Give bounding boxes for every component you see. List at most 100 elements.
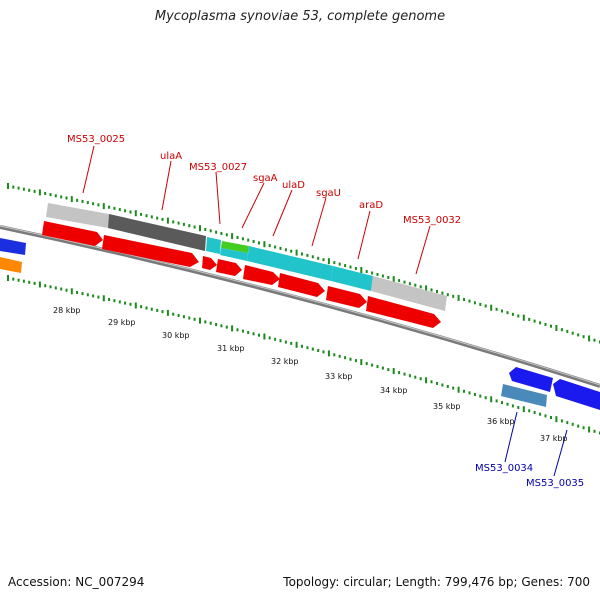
minor-tick xyxy=(12,277,15,281)
minor-tick xyxy=(204,228,207,231)
gene-label-ms53-0034: MS53_0034 xyxy=(475,463,533,474)
minor-tick xyxy=(188,316,191,320)
minor-tick xyxy=(140,305,143,309)
feature-arad xyxy=(371,276,447,311)
minor-tick xyxy=(225,233,228,237)
major-tick xyxy=(70,288,73,295)
minor-tick xyxy=(33,281,36,285)
minor-tick xyxy=(92,202,95,206)
minor-tick xyxy=(172,220,175,224)
minor-tick xyxy=(593,429,596,433)
minor-tick xyxy=(533,319,536,323)
major-tick xyxy=(166,309,169,316)
gene-label-ms53-0027: MS53_0027 xyxy=(189,162,247,173)
minor-tick xyxy=(241,237,244,241)
major-tick xyxy=(263,333,266,340)
feature-ms53-0025 xyxy=(46,203,109,228)
feature-left-blue xyxy=(0,238,26,255)
cds-forward-track xyxy=(42,221,441,328)
minor-tick xyxy=(571,422,574,426)
minor-tick xyxy=(258,241,260,245)
gene-label-ms53-0035: MS53_0035 xyxy=(526,478,584,489)
minor-tick xyxy=(279,246,282,250)
minor-tick xyxy=(333,261,336,265)
minor-tick xyxy=(354,267,357,270)
minor-tick xyxy=(274,245,277,249)
minor-tick xyxy=(387,368,390,372)
genome-backbone-highlight xyxy=(0,225,600,386)
minor-tick xyxy=(533,411,536,414)
minor-tick xyxy=(354,359,357,363)
kbp-label: 34 kbp xyxy=(380,386,408,395)
minor-tick xyxy=(284,248,287,252)
minor-tick xyxy=(333,353,336,357)
minor-tick xyxy=(560,328,563,332)
leader-lines-bottom xyxy=(504,411,568,477)
minor-tick xyxy=(65,288,68,292)
minor-tick xyxy=(81,199,84,203)
minor-tick xyxy=(322,258,325,262)
kbp-label: 28 kbp xyxy=(53,306,81,315)
minor-tick xyxy=(511,312,514,316)
minor-tick xyxy=(463,389,465,393)
minor-tick xyxy=(495,399,498,403)
cds-arrow xyxy=(202,256,217,270)
minor-tick xyxy=(517,314,520,318)
minor-tick xyxy=(322,350,325,354)
minor-tick xyxy=(306,253,309,257)
minor-tick xyxy=(381,366,384,370)
minor-tick xyxy=(479,394,482,398)
minor-tick xyxy=(566,329,569,333)
major-tick xyxy=(327,350,330,357)
minor-tick xyxy=(436,381,438,385)
minor-tick xyxy=(338,262,341,266)
minor-tick xyxy=(252,240,255,243)
cds-arrow-reverse xyxy=(509,367,553,392)
minor-tick xyxy=(44,192,47,195)
minor-tick xyxy=(215,323,218,326)
minor-tick xyxy=(65,196,68,200)
major-tick xyxy=(522,406,525,413)
minor-tick xyxy=(54,286,57,290)
minor-tick xyxy=(414,375,417,379)
minor-tick xyxy=(193,225,196,229)
minor-tick xyxy=(544,414,547,418)
minor-tick xyxy=(430,288,433,292)
minor-tick xyxy=(145,214,148,218)
minor-tick xyxy=(550,416,552,419)
minor-tick xyxy=(452,294,455,298)
minor-tick xyxy=(76,291,79,294)
minor-tick xyxy=(419,377,422,381)
minor-tick xyxy=(252,332,255,336)
major-tick xyxy=(38,281,41,288)
minor-tick xyxy=(408,374,411,378)
kbp-labels: 28 kbp 29 kbp 30 kbp 31 kbp 32 kbp 33 kb… xyxy=(53,306,568,443)
minor-tick xyxy=(156,216,159,220)
minor-tick xyxy=(161,310,164,314)
feature-track-top xyxy=(0,203,447,311)
minor-tick xyxy=(113,206,116,210)
leader-lines-top xyxy=(82,145,431,275)
kbp-label: 31 kbp xyxy=(217,344,245,353)
minor-tick xyxy=(60,195,63,199)
minor-tick xyxy=(97,295,100,299)
minor-tick xyxy=(124,209,127,213)
minor-tick xyxy=(501,401,503,405)
minor-tick xyxy=(484,396,487,400)
cds-arrow xyxy=(278,273,325,297)
cds-reverse-track xyxy=(501,367,600,410)
minor-tick xyxy=(258,333,260,337)
major-tick xyxy=(102,203,105,210)
minor-tick xyxy=(479,302,482,306)
major-tick xyxy=(199,317,201,324)
gene-labels-bottom: MS53_0034 MS53_0035 xyxy=(475,463,584,489)
minor-tick xyxy=(49,285,52,289)
gene-label-ms53-0032: MS53_0032 xyxy=(403,215,461,226)
minor-tick xyxy=(54,194,57,198)
major-tick xyxy=(327,258,330,265)
gene-label-ulaa: ulaA xyxy=(160,151,182,162)
major-tick xyxy=(555,325,558,331)
minor-tick xyxy=(468,391,471,395)
major-tick xyxy=(392,276,395,283)
